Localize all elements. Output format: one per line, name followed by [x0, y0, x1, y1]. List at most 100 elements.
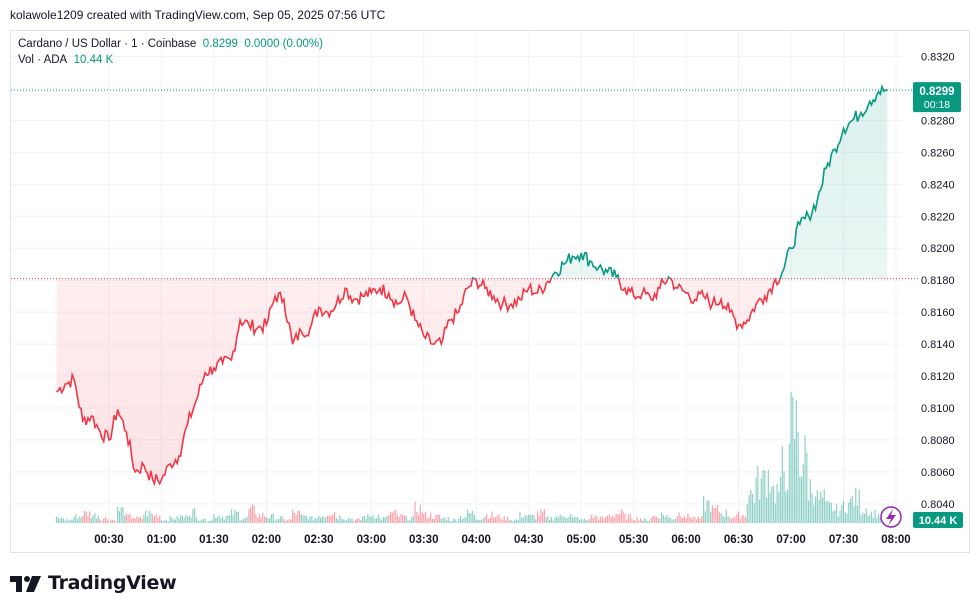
- volume-bar: [145, 510, 147, 523]
- volume-bar: [765, 497, 768, 523]
- volume-bar: [89, 511, 91, 523]
- volume-bar: [732, 517, 734, 523]
- volume-bar: [211, 519, 213, 523]
- volume-bar: [197, 520, 199, 523]
- volume-bar: [148, 510, 150, 523]
- volume-bar: [445, 520, 448, 523]
- volume-bar: [654, 516, 656, 523]
- volume-bar: [465, 517, 467, 523]
- volume-bar: [715, 507, 717, 523]
- volume-bar: [571, 517, 574, 523]
- volume-bar: [171, 517, 173, 523]
- volume-bar: [103, 518, 105, 523]
- volume-bar: [582, 519, 584, 523]
- volume-bar: [717, 505, 719, 523]
- volume-bar: [288, 519, 290, 523]
- volume-bar: [250, 506, 252, 523]
- volume-bar: [129, 513, 131, 523]
- volume-bar: [239, 520, 241, 523]
- volume-bar: [337, 519, 339, 523]
- volume-bar: [652, 515, 654, 523]
- legend-row-volume: Vol · ADA 10.44 K: [18, 52, 323, 68]
- volume-bar: [559, 514, 561, 523]
- volume-bar: [125, 513, 128, 523]
- volume-bar: [132, 517, 135, 523]
- chart-canvas[interactable]: 0.83200.83000.82800.82600.82400.82200.82…: [11, 31, 969, 552]
- volume-bar: [286, 520, 288, 523]
- volume-bar: [580, 518, 582, 523]
- volume-bar: [753, 503, 755, 523]
- last-price-badge[interactable]: [913, 82, 961, 113]
- volume-bar: [234, 509, 236, 523]
- volume-bar: [400, 514, 402, 523]
- volume-bar: [321, 516, 323, 523]
- volume-badge[interactable]: [913, 512, 963, 528]
- volume-bar: [267, 518, 269, 523]
- volume-bar: [92, 515, 94, 523]
- volume-bar: [678, 512, 680, 523]
- volume-bar: [356, 518, 358, 523]
- tradingview-logo[interactable]: TradingView: [10, 572, 177, 594]
- volume-bar: [162, 521, 164, 523]
- volume-bar: [454, 519, 456, 523]
- volume-bar: [66, 518, 68, 523]
- volume-bar: [298, 511, 301, 523]
- volume-bar: [363, 515, 365, 523]
- volume-bar: [844, 512, 846, 523]
- x-tick-label: 05:30: [619, 534, 648, 546]
- volume-bar: [300, 514, 302, 523]
- area-fill-above-baseline: [56, 86, 888, 279]
- volume-bar: [185, 514, 187, 523]
- volume-bar: [802, 464, 804, 523]
- volume-bar: [659, 518, 661, 523]
- volume-bar: [711, 505, 713, 523]
- volume-bar: [867, 515, 869, 523]
- volume-bar: [748, 495, 750, 523]
- volume-bar: [806, 452, 808, 523]
- y-tick-label: 0.8240: [921, 179, 955, 191]
- volume-bar: [166, 520, 168, 523]
- x-tick-label: 04:00: [462, 534, 491, 546]
- volume-bar: [718, 512, 720, 523]
- volume-bar: [608, 514, 610, 523]
- volume-bar: [669, 518, 671, 523]
- volume-bar: [835, 504, 838, 523]
- volume-bar: [466, 509, 469, 523]
- volume-bar: [325, 517, 327, 523]
- volume-bar: [615, 513, 617, 523]
- y-tick-label: 0.8120: [921, 371, 955, 383]
- volume-bar: [772, 485, 775, 523]
- volume-bar: [767, 470, 769, 523]
- volume-bar: [122, 506, 124, 523]
- volume-bar: [160, 520, 163, 523]
- volume-bar: [312, 520, 315, 523]
- y-tick-label: 0.8260: [921, 147, 955, 159]
- volume-bar: [529, 514, 532, 523]
- volume-bar: [591, 514, 593, 523]
- volume-bar: [762, 470, 764, 523]
- legend-vol-label[interactable]: Vol · ADA: [18, 54, 68, 66]
- volume-bar: [430, 512, 432, 523]
- volume-bar: [237, 511, 239, 523]
- volume-bar: [283, 518, 285, 523]
- volume-bar: [260, 516, 262, 523]
- volume-bar: [751, 493, 754, 523]
- volume-bar: [638, 520, 640, 523]
- volume-bar: [514, 519, 516, 523]
- volume-bar: [694, 517, 696, 523]
- chart-frame[interactable]: 0.83200.83000.82800.82600.82400.82200.82…: [10, 30, 970, 553]
- volume-bar: [236, 511, 238, 523]
- volume-bar: [447, 517, 449, 523]
- volume-bar: [146, 516, 149, 523]
- volume-bar: [603, 518, 605, 523]
- volume-bar: [543, 509, 546, 523]
- volume-bar: [584, 518, 586, 523]
- legend-change: 0.0000 (0.00%): [244, 38, 323, 50]
- volume-bar: [521, 517, 523, 523]
- volume-bar: [248, 509, 250, 523]
- lightning-icon-glyph: [886, 509, 896, 526]
- volume-bar: [673, 519, 675, 523]
- legend-symbol[interactable]: Cardano / US Dollar · 1 · Coinbase: [18, 38, 197, 50]
- y-tick-label: 0.8100: [921, 403, 955, 415]
- volume-bar: [848, 502, 850, 523]
